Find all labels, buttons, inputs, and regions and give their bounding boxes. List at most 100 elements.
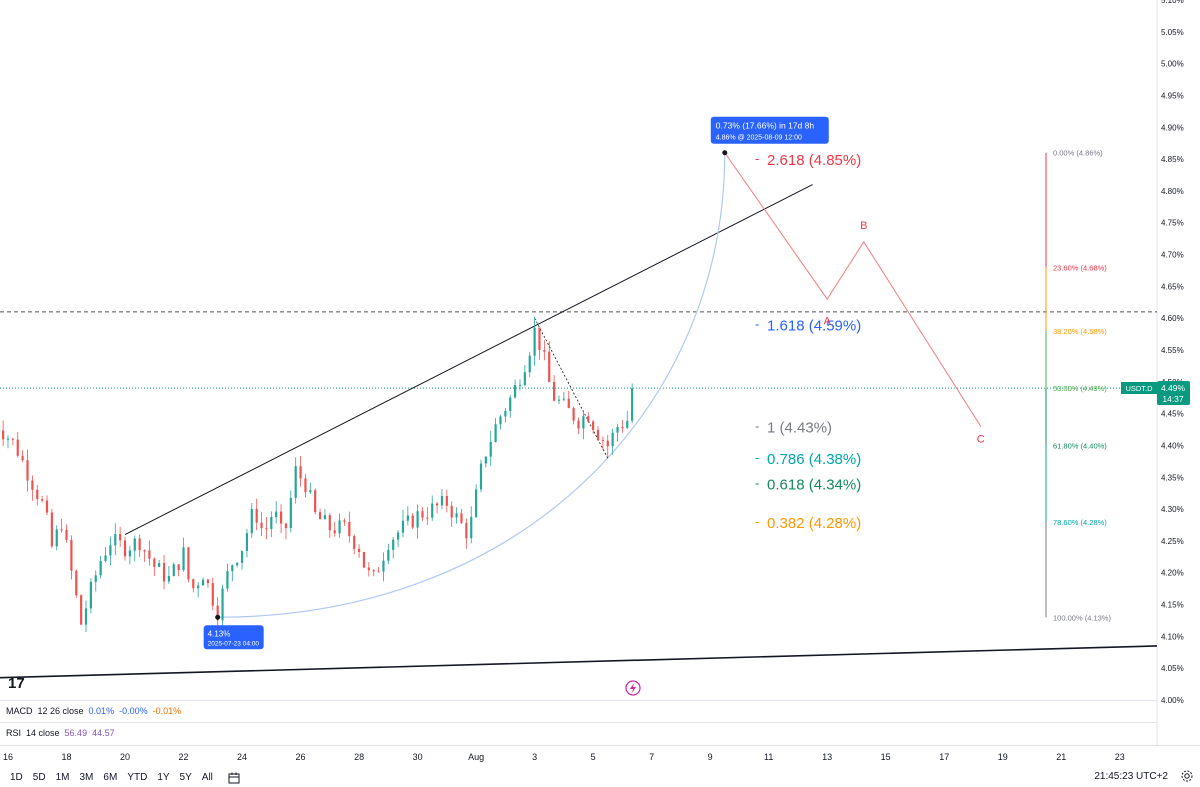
candle[interactable] [621,427,624,429]
candle[interactable] [245,533,249,552]
timeframe-all[interactable]: All [201,772,213,783]
last-price-badge[interactable]: USDT.D 4.49% 14:37 [1121,381,1190,405]
fib-retracement[interactable]: 0.00% (4.86%) 23.60% (4.68%) 38.20% (4.58%… [1045,149,1111,623]
candle[interactable] [158,563,161,567]
candle[interactable] [36,489,39,500]
candle[interactable] [553,382,556,401]
candle[interactable] [309,490,312,493]
candle[interactable] [611,432,614,447]
candle[interactable] [226,571,229,589]
candle[interactable] [318,512,322,520]
candle[interactable] [75,570,78,596]
candle[interactable] [484,456,487,464]
candle[interactable] [440,496,444,506]
candle[interactable] [616,427,619,433]
candle[interactable] [631,388,634,421]
candle[interactable] [494,424,497,443]
candle[interactable] [182,547,185,571]
candle[interactable] [41,499,44,501]
candle[interactable] [89,581,92,609]
candle[interactable] [192,579,195,589]
candle[interactable] [367,567,370,571]
candle[interactable] [343,520,346,522]
timeframe-ytd[interactable]: YTD [127,772,148,783]
candle[interactable] [416,511,419,528]
candle[interactable] [114,534,117,546]
candle[interactable] [582,416,585,429]
gear-icon[interactable] [1180,769,1194,783]
candle[interactable] [372,570,375,572]
candle[interactable] [387,549,390,561]
candle[interactable] [528,355,531,373]
candle[interactable] [21,455,24,461]
candle[interactable] [148,550,151,559]
candle[interactable] [479,463,483,490]
candle[interactable] [333,530,336,534]
candle[interactable] [567,398,570,409]
lightning-icon[interactable] [625,680,641,696]
candle[interactable] [80,595,83,625]
candle[interactable] [299,466,302,479]
candle[interactable] [538,327,541,350]
chart-canvas[interactable]: 5.10% 5.05% 5.00% 4.95% 4.90% 4.85% 4.80% 4.75%… [0,0,1200,768]
candle[interactable] [177,564,180,571]
candle[interactable] [65,529,68,540]
price-axis[interactable] [1157,0,1200,745]
candle[interactable] [426,517,429,519]
lower-trendline[interactable] [0,645,1158,679]
candle[interactable] [255,508,258,523]
candle[interactable] [572,408,575,421]
candle[interactable] [314,490,317,513]
candle[interactable] [270,517,273,529]
candle[interactable] [504,410,507,417]
candle[interactable] [94,575,97,582]
candle[interactable] [240,551,244,563]
candle[interactable] [231,565,234,572]
candle[interactable] [401,520,405,533]
candle[interactable] [206,579,210,584]
candle[interactable] [392,539,395,550]
pane-separator[interactable] [0,722,1157,723]
candle[interactable] [45,500,49,513]
candle[interactable] [60,529,63,531]
candle[interactable] [523,372,526,385]
candle[interactable] [304,478,307,493]
candle[interactable] [460,513,463,523]
candle[interactable] [2,430,5,440]
drawing-tools[interactable] [0,152,1158,679]
projection-arc[interactable] [217,152,726,618]
candle[interactable] [162,563,166,582]
candle[interactable] [211,583,214,606]
timeframe-1d[interactable]: 1D [10,772,23,783]
candle[interactable] [201,579,205,586]
candle[interactable] [138,538,141,551]
candle[interactable] [455,513,458,518]
candle[interactable] [445,496,448,506]
candle-series[interactable] [0,316,634,632]
candle[interactable] [509,397,512,411]
candle[interactable] [577,420,580,429]
rsi-legend[interactable]: RSI 14 close 56.49 44.57 [0,726,1157,740]
candle[interactable] [50,512,53,547]
candle[interactable] [284,523,288,529]
calendar-icon[interactable] [228,772,240,784]
candle[interactable] [84,608,88,625]
candle[interactable] [450,505,453,518]
candle[interactable] [143,550,146,552]
candle[interactable] [557,399,561,401]
candle[interactable] [489,442,492,457]
candle[interactable] [411,515,414,528]
candle[interactable] [606,440,609,447]
candle[interactable] [626,420,629,428]
candle[interactable] [435,503,439,506]
candle[interactable] [548,351,551,383]
timeframe-1m[interactable]: 1M [55,772,70,783]
wave-projection[interactable]: A B C [724,152,985,446]
candle[interactable] [26,460,29,481]
candle[interactable] [216,605,219,621]
candle[interactable] [119,534,122,541]
timeframe-5d[interactable]: 5D [32,772,46,783]
candle[interactable] [328,515,331,531]
candle[interactable] [172,564,175,577]
candle[interactable] [465,522,468,539]
